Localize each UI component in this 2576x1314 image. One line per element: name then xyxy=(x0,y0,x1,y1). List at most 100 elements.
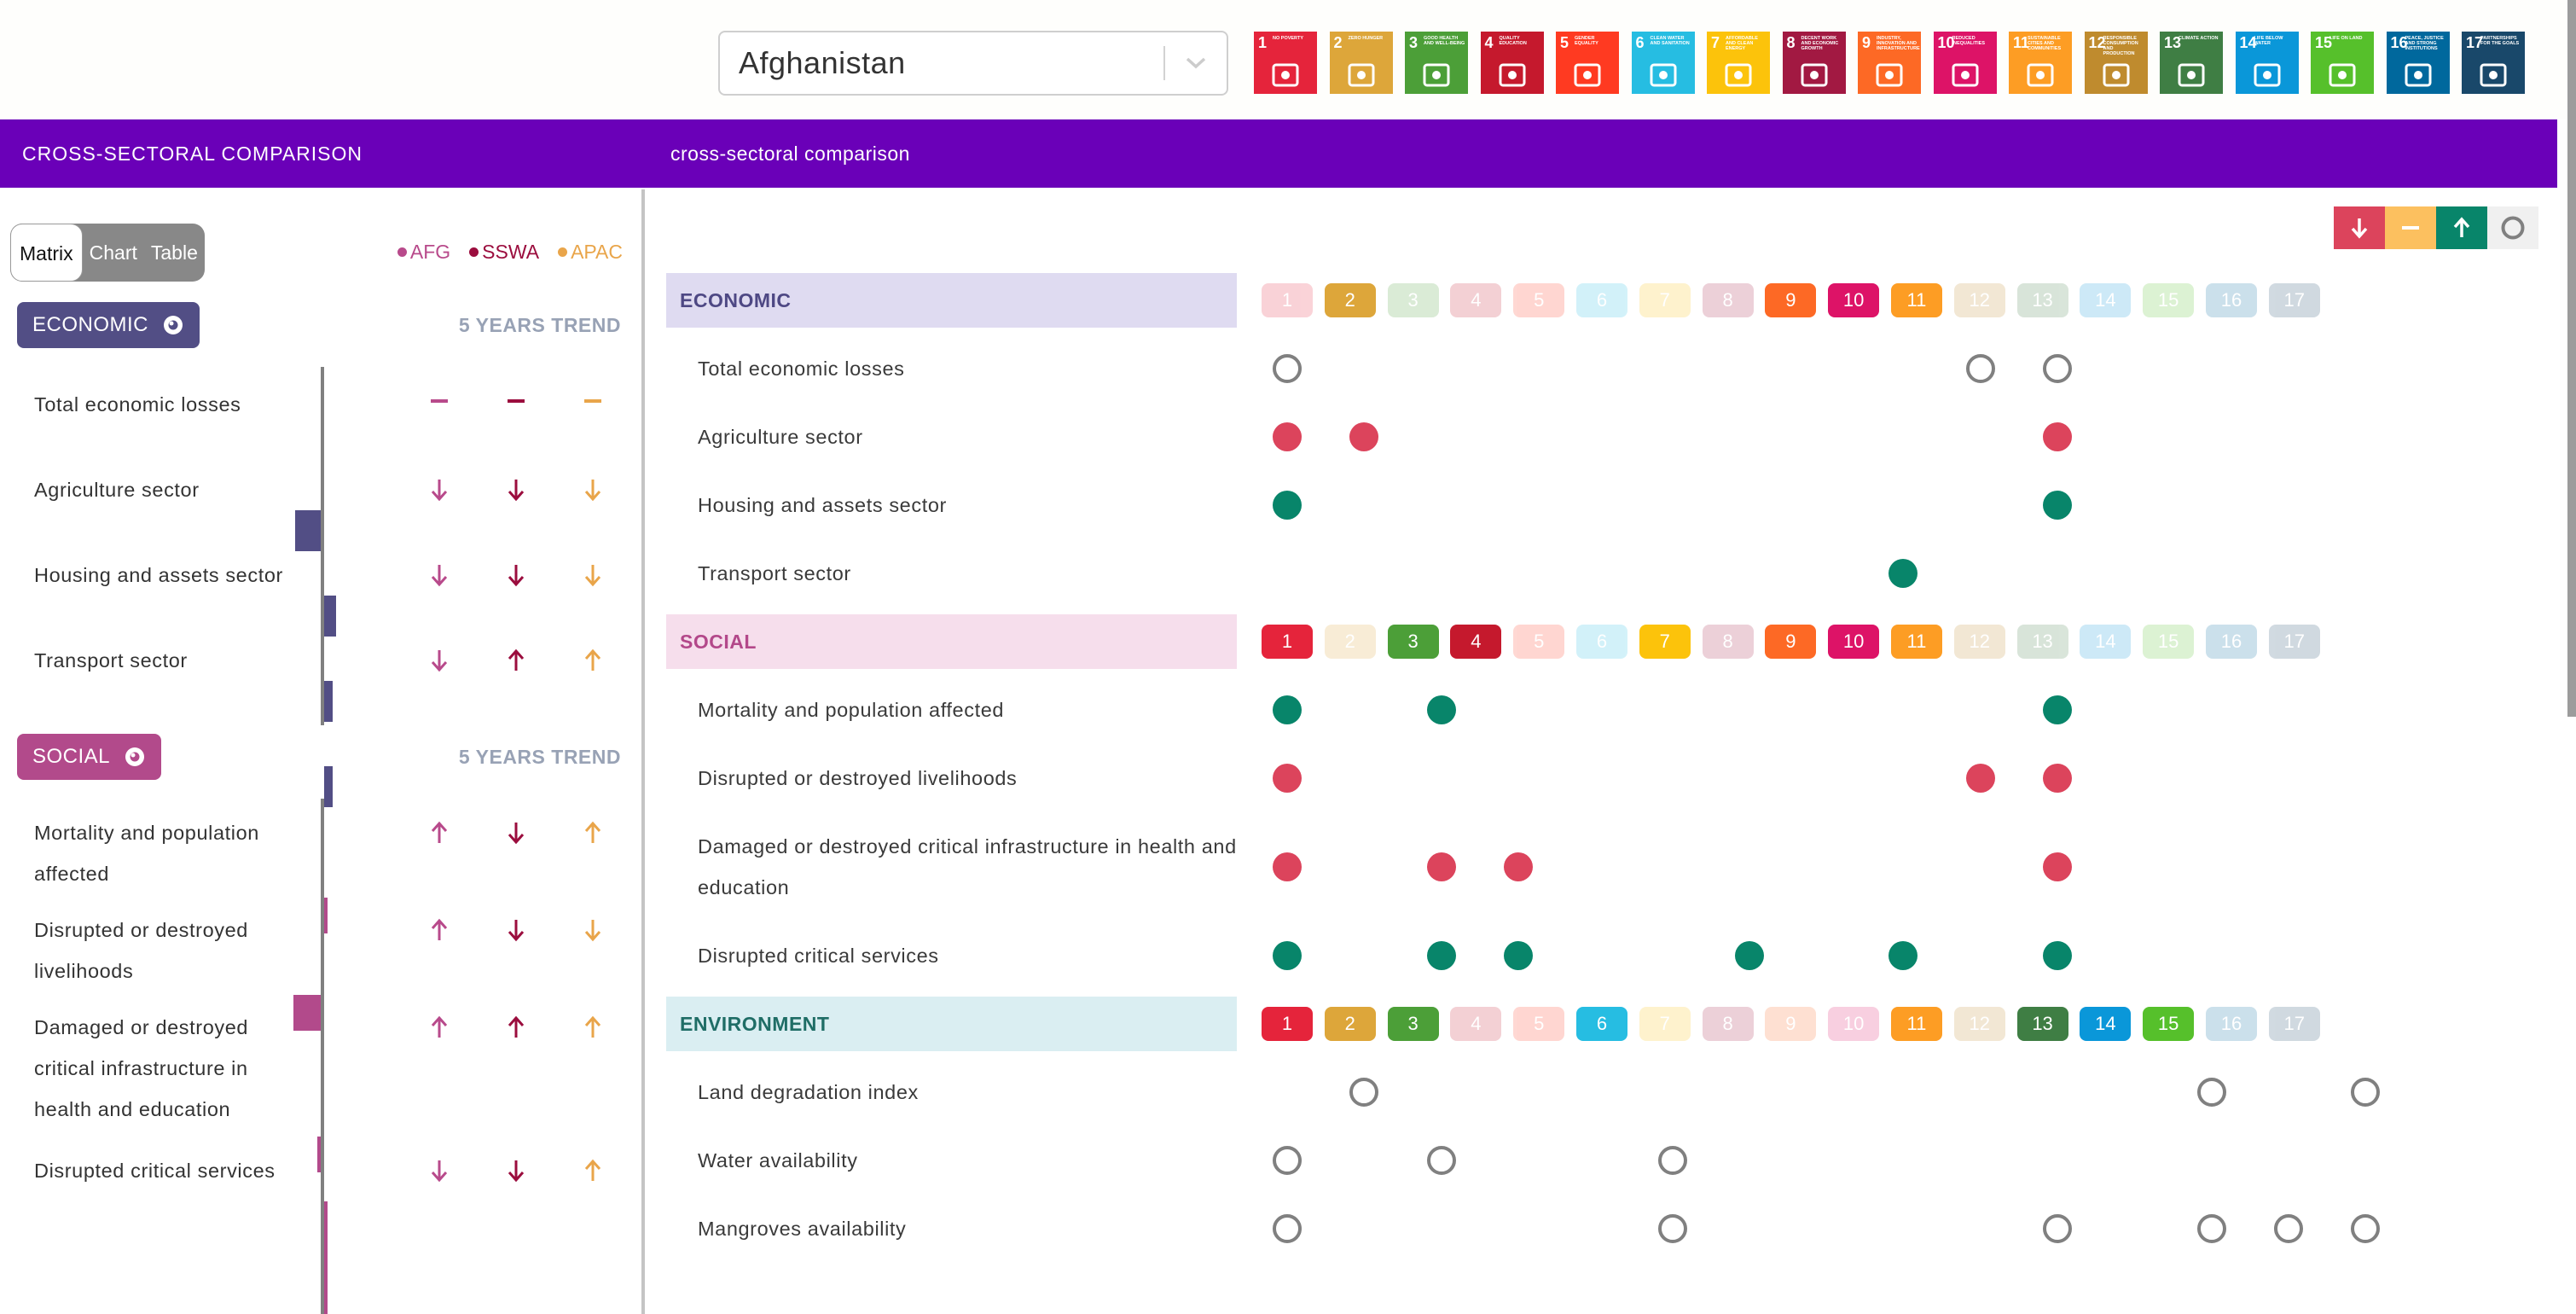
no-data-dot-icon[interactable] xyxy=(1426,1146,1456,1175)
goal-badge-7[interactable]: 7 xyxy=(1639,1007,1691,1041)
goal-badge-16[interactable]: 16 xyxy=(2205,625,2257,659)
no-data-dot-icon[interactable] xyxy=(1657,1214,1687,1243)
sdg-tile-8[interactable]: 8 Decent Work and Economic Growth xyxy=(1782,32,1846,94)
sdg-tile-14[interactable]: 14 Life Below Water xyxy=(2235,32,2299,94)
goal-badge-1[interactable]: 1 xyxy=(1262,625,1313,659)
goal-badge-14[interactable]: 14 xyxy=(2080,283,2132,317)
legend-key-negative[interactable] xyxy=(2334,206,2385,249)
sdg-tile-16[interactable]: 16 Peace, Justice and Strong Institutions xyxy=(2386,32,2450,94)
goal-badge-10[interactable]: 10 xyxy=(1828,625,1880,659)
sdg-tile-17[interactable]: 17 Partnerships for the Goals xyxy=(2462,32,2525,94)
indicator-row[interactable]: Damaged or destroyed critical infrastruc… xyxy=(0,1007,641,1130)
positive-dot-icon[interactable] xyxy=(1426,695,1456,724)
positive-dot-icon[interactable] xyxy=(1503,941,1533,970)
no-data-dot-icon[interactable] xyxy=(2196,1214,2226,1243)
view-matrix-button[interactable]: Matrix xyxy=(10,224,83,282)
category-economic-toggle[interactable]: ECONOMIC xyxy=(17,302,200,348)
indicator-row[interactable]: Total economic losses xyxy=(0,384,641,425)
goal-badge-11[interactable]: 11 xyxy=(1890,1007,1942,1041)
goal-badge-12[interactable]: 12 xyxy=(1953,1007,2005,1041)
goal-badge-6[interactable]: 6 xyxy=(1575,283,1627,317)
no-data-dot-icon[interactable] xyxy=(2043,354,2072,383)
goal-badge-16[interactable]: 16 xyxy=(2205,283,2257,317)
no-data-dot-icon[interactable] xyxy=(1657,1146,1687,1175)
positive-dot-icon[interactable] xyxy=(2043,941,2072,970)
negative-dot-icon[interactable] xyxy=(1503,852,1533,881)
positive-dot-icon[interactable] xyxy=(1888,941,1918,970)
goal-badge-5[interactable]: 5 xyxy=(1513,1007,1565,1041)
negative-dot-icon[interactable] xyxy=(1273,764,1302,793)
legend-key-no-data[interactable] xyxy=(2487,206,2538,249)
indicator-row[interactable]: Agriculture sector xyxy=(0,469,641,510)
sdg-tile-10[interactable]: 10 Reduced Inequalities xyxy=(1933,32,1997,94)
sdg-tile-4[interactable]: 4 Quality Education xyxy=(1480,32,1544,94)
goal-badge-5[interactable]: 5 xyxy=(1513,283,1565,317)
category-social-toggle[interactable]: SOCIAL xyxy=(17,734,162,780)
goal-badge-15[interactable]: 15 xyxy=(2143,1007,2195,1041)
negative-dot-icon[interactable] xyxy=(2043,852,2072,881)
goal-badge-13[interactable]: 13 xyxy=(2016,283,2068,317)
negative-dot-icon[interactable] xyxy=(2043,764,2072,793)
indicator-row[interactable]: Mortality and population affected xyxy=(0,812,641,894)
negative-dot-icon[interactable] xyxy=(1965,764,1995,793)
sdg-tile-12[interactable]: 12 Responsible Consumption and Production xyxy=(2084,32,2148,94)
no-data-dot-icon[interactable] xyxy=(2043,1214,2072,1243)
goal-badge-15[interactable]: 15 xyxy=(2143,283,2195,317)
no-data-dot-icon[interactable] xyxy=(2273,1214,2303,1243)
sdg-tile-7[interactable]: 7 Affordable and Clean Energy xyxy=(1707,32,1770,94)
no-data-dot-icon[interactable] xyxy=(1349,1078,1379,1107)
goal-badge-13[interactable]: 13 xyxy=(2016,1007,2068,1041)
goal-badge-3[interactable]: 3 xyxy=(1387,283,1439,317)
scrollbar-thumb[interactable] xyxy=(2567,0,2576,717)
indicator-row[interactable]: Disrupted critical services xyxy=(0,1150,641,1191)
goal-badge-2[interactable]: 2 xyxy=(1324,283,1376,317)
indicator-row[interactable]: Transport sector xyxy=(0,640,641,681)
no-data-dot-icon[interactable] xyxy=(1273,1214,1302,1243)
goal-badge-17[interactable]: 17 xyxy=(2268,625,2320,659)
negative-dot-icon[interactable] xyxy=(1273,422,1302,451)
sdg-tile-13[interactable]: 13 Climate Action xyxy=(2160,32,2223,94)
sdg-tile-6[interactable]: 6 Clean Water and Sanitation xyxy=(1631,32,1695,94)
no-data-dot-icon[interactable] xyxy=(1273,1146,1302,1175)
goal-badge-11[interactable]: 11 xyxy=(1890,283,1942,317)
negative-dot-icon[interactable] xyxy=(2043,422,2072,451)
goal-badge-9[interactable]: 9 xyxy=(1765,1007,1817,1041)
goal-badge-2[interactable]: 2 xyxy=(1324,625,1376,659)
country-select[interactable]: Afghanistan xyxy=(718,31,1228,96)
goal-badge-14[interactable]: 14 xyxy=(2080,625,2132,659)
view-chart-button[interactable]: Chart xyxy=(89,241,137,264)
goal-badge-16[interactable]: 16 xyxy=(2205,1007,2257,1041)
page-scrollbar[interactable] xyxy=(2567,0,2576,1314)
no-data-dot-icon[interactable] xyxy=(2351,1214,2381,1243)
goal-badge-9[interactable]: 9 xyxy=(1765,625,1817,659)
positive-dot-icon[interactable] xyxy=(2043,491,2072,520)
goal-badge-3[interactable]: 3 xyxy=(1387,1007,1439,1041)
legend-key-positive[interactable] xyxy=(2436,206,2487,249)
goal-badge-6[interactable]: 6 xyxy=(1575,625,1627,659)
no-data-dot-icon[interactable] xyxy=(2351,1078,2381,1107)
goal-badge-12[interactable]: 12 xyxy=(1953,283,2005,317)
sdg-tile-3[interactable]: 3 Good Health and Well-Being xyxy=(1405,32,1468,94)
legend-key-neutral[interactable] xyxy=(2385,206,2436,249)
goal-badge-10[interactable]: 10 xyxy=(1828,283,1880,317)
goal-badge-10[interactable]: 10 xyxy=(1828,1007,1880,1041)
goal-badge-11[interactable]: 11 xyxy=(1890,625,1942,659)
positive-dot-icon[interactable] xyxy=(2043,695,2072,724)
no-data-dot-icon[interactable] xyxy=(1273,354,1302,383)
goal-badge-13[interactable]: 13 xyxy=(2016,625,2068,659)
chevron-down-icon[interactable] xyxy=(1165,56,1227,70)
goal-badge-1[interactable]: 1 xyxy=(1262,1007,1313,1041)
goal-badge-4[interactable]: 4 xyxy=(1450,283,1502,317)
negative-dot-icon[interactable] xyxy=(1273,852,1302,881)
goal-badge-7[interactable]: 7 xyxy=(1639,625,1691,659)
positive-dot-icon[interactable] xyxy=(1888,559,1918,588)
positive-dot-icon[interactable] xyxy=(1734,941,1764,970)
panel-divider[interactable] xyxy=(641,189,645,1314)
goal-badge-9[interactable]: 9 xyxy=(1765,283,1817,317)
sdg-tile-2[interactable]: 2 Zero Hunger xyxy=(1329,32,1393,94)
sdg-tile-1[interactable]: 1 No Poverty xyxy=(1254,32,1317,94)
goal-badge-8[interactable]: 8 xyxy=(1702,625,1754,659)
sdg-tile-11[interactable]: 11 Sustainable Cities and Communities xyxy=(2009,32,2072,94)
positive-dot-icon[interactable] xyxy=(1426,941,1456,970)
goal-badge-2[interactable]: 2 xyxy=(1324,1007,1376,1041)
